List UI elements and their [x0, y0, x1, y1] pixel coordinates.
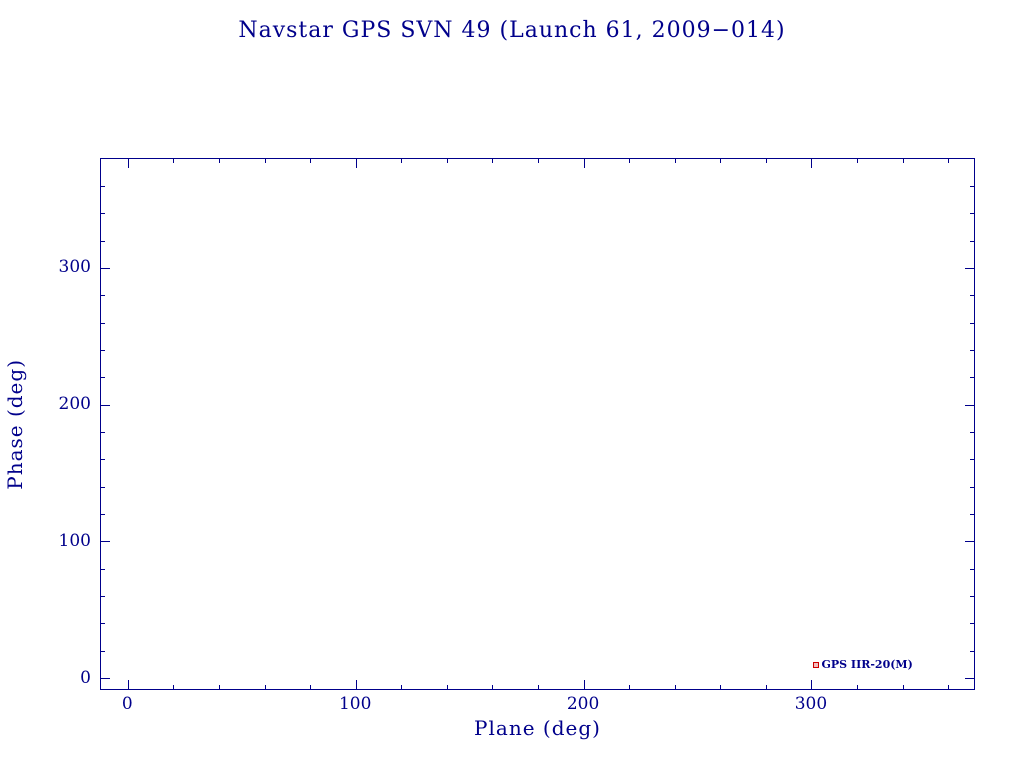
x-tick-label: 300 [794, 694, 828, 714]
y-tick [101, 514, 105, 516]
x-tick [218, 159, 220, 163]
y-tick [970, 568, 974, 570]
y-tick [101, 267, 110, 269]
y-axis-label-wrap: Phase (deg) [2, 158, 28, 690]
y-tick [965, 541, 974, 543]
y-tick [970, 377, 974, 379]
data-point-label: GPS IIR-20(M) [821, 658, 913, 671]
x-tick [173, 685, 175, 689]
x-tick [446, 159, 448, 163]
y-tick [970, 596, 974, 598]
y-tick [970, 349, 974, 351]
x-tick [401, 159, 403, 163]
x-tick [355, 680, 357, 689]
y-tick [965, 678, 974, 680]
x-axis-label: Plane (deg) [474, 716, 601, 740]
y-tick [970, 432, 974, 434]
x-tick [264, 685, 266, 689]
y-tick [101, 377, 105, 379]
y-tick [101, 240, 105, 242]
y-tick [970, 514, 974, 516]
y-tick [970, 295, 974, 297]
y-tick-label: 300 [58, 257, 91, 278]
x-tick [264, 159, 266, 163]
x-tick [127, 159, 129, 168]
y-tick [970, 650, 974, 652]
x-tick [538, 685, 539, 689]
y-tick [970, 185, 974, 187]
chart-title: Navstar GPS SVN 49 (Launch 61, 2009−014) [238, 18, 786, 43]
x-tick [811, 680, 813, 689]
x-tick [674, 159, 676, 163]
y-tick [101, 322, 105, 324]
x-tick [948, 159, 950, 163]
x-tick [127, 680, 129, 689]
y-tick [970, 322, 974, 324]
y-tick [101, 295, 105, 297]
y-tick [101, 568, 105, 570]
y-tick [101, 459, 105, 461]
x-tick [629, 685, 631, 689]
x-tick [492, 159, 494, 163]
y-tick [101, 432, 105, 434]
x-tick [492, 685, 494, 689]
x-tick [811, 159, 813, 168]
y-tick [101, 213, 105, 215]
y-tick [101, 678, 110, 680]
y-tick [101, 486, 105, 488]
y-tick [101, 349, 105, 351]
x-tick [218, 685, 220, 689]
x-tick [583, 159, 585, 168]
y-tick [970, 240, 974, 242]
y-tick [101, 650, 105, 652]
data-point-marker [813, 662, 820, 668]
y-tick [970, 213, 974, 215]
x-tick [902, 159, 904, 163]
y-tick [101, 623, 105, 625]
y-tick [965, 404, 974, 406]
y-tick [101, 185, 105, 187]
x-tick [173, 159, 175, 163]
y-axis-label: Phase (deg) [3, 358, 27, 490]
x-tick [720, 685, 722, 689]
x-tick [629, 159, 631, 163]
y-tick [970, 486, 974, 488]
y-tick-label: 0 [80, 667, 91, 688]
y-tick [970, 459, 974, 461]
x-tick [538, 159, 539, 163]
y-tick-label: 100 [58, 530, 91, 551]
x-tick [310, 159, 312, 163]
x-tick [583, 680, 585, 689]
x-tick [355, 159, 357, 168]
y-tick-label: 200 [58, 394, 91, 415]
x-tick [765, 685, 767, 689]
x-tick-label: 200 [566, 694, 600, 714]
x-tick [857, 685, 858, 689]
x-tick [857, 159, 858, 163]
x-tick [902, 685, 904, 689]
x-tick-label: 0 [121, 694, 133, 714]
x-tick [720, 159, 722, 163]
x-tick [310, 685, 312, 689]
x-tick [765, 159, 767, 163]
y-tick [970, 623, 974, 625]
y-tick [101, 596, 105, 598]
x-tick [401, 685, 403, 689]
x-tick [948, 685, 950, 689]
y-tick [101, 541, 110, 543]
x-tick [674, 685, 676, 689]
y-tick [101, 404, 110, 406]
y-tick [965, 267, 974, 269]
x-tick [446, 685, 448, 689]
x-tick-label: 100 [338, 694, 372, 714]
plot-area: GPS IIR-20(M) [100, 158, 975, 690]
